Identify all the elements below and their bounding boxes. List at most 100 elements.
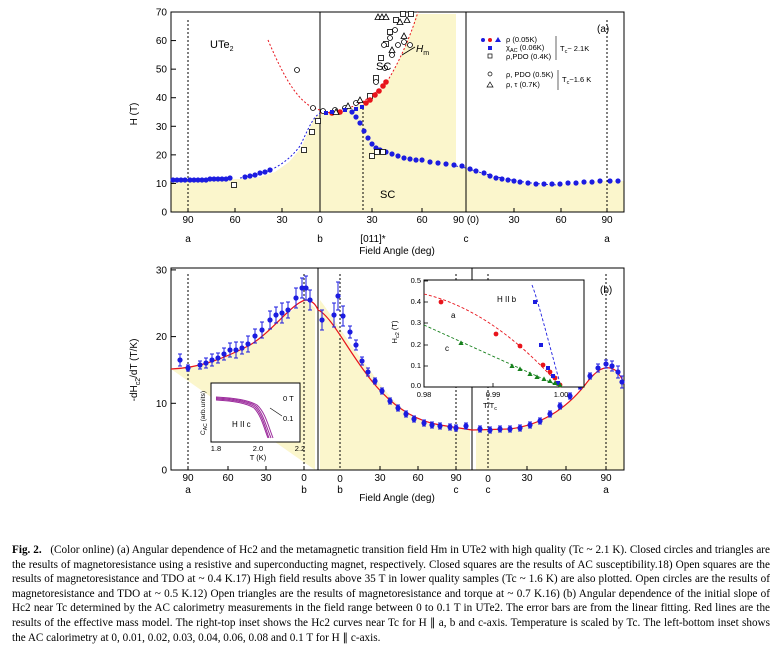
bottom-x-tick-label: 60 <box>222 473 234 484</box>
top-x-special: [011]* <box>360 234 385 245</box>
top-y-tick-label: 60 <box>156 36 168 47</box>
top-point-hc2 <box>511 178 517 184</box>
top-x-tick-label: 30 <box>276 215 288 226</box>
bottom-point <box>395 405 401 411</box>
top-point-hc2 <box>481 170 487 176</box>
top-point-open-square <box>393 17 399 23</box>
bottom-point <box>421 420 427 426</box>
top-point-open-circle <box>310 105 316 111</box>
top-point-hc2 <box>499 176 505 182</box>
bottom-point <box>221 351 227 357</box>
bottom-point <box>365 369 371 375</box>
bottom-point <box>267 317 273 323</box>
hm-pointer <box>401 46 416 56</box>
top-x-tick-label: 90 <box>601 215 613 226</box>
bottom-point <box>477 426 483 432</box>
top-point-hc2 <box>262 169 268 175</box>
top-point-open-square <box>387 29 393 35</box>
svg-text:1.8: 1.8 <box>211 444 221 453</box>
top-point-hc2 <box>493 175 499 181</box>
inset-point-a <box>547 369 553 375</box>
svg-text:b: b <box>301 485 307 496</box>
top-x-tick-label: 0 <box>317 215 323 226</box>
bottom-point <box>252 333 258 339</box>
bottom-point <box>507 426 513 432</box>
svg-text:0.1: 0.1 <box>283 414 293 423</box>
bottom-y-tick-label: 10 <box>156 399 168 410</box>
bottom-point <box>387 398 393 404</box>
bottom-point <box>403 411 409 417</box>
top-y-tick-label: 70 <box>156 8 168 19</box>
top-x-tick-label: 60 <box>229 215 241 226</box>
top-point-hc2 <box>549 181 555 187</box>
bottom-point <box>245 341 251 347</box>
label-sc-upper: SC <box>376 61 391 73</box>
top-point-open-circle <box>401 39 407 45</box>
top-point-hc2 <box>407 156 413 162</box>
inset-point-c <box>509 363 515 368</box>
svg-text:0: 0 <box>337 474 343 485</box>
top-point-hc2 <box>597 178 603 184</box>
top-y-label: H (T) <box>129 103 140 126</box>
inset-point-b <box>539 343 543 347</box>
inset-point-a <box>438 299 444 305</box>
bottom-point <box>340 313 346 319</box>
bottom-point <box>487 427 493 433</box>
top-point-hc2 <box>565 180 571 186</box>
svg-text:0.0: 0.0 <box>411 381 421 390</box>
inset-point-b <box>556 381 560 385</box>
top-x-tick-label: 30 <box>366 215 378 226</box>
svg-text:a: a <box>604 234 610 245</box>
top-point-hc2 <box>219 176 225 182</box>
svg-text:ρ (0.05K): ρ (0.05K) <box>506 35 537 44</box>
top-point-open-circle <box>373 79 379 85</box>
top-y-axis: 0 10 20 30 40 50 60 70 <box>156 8 176 219</box>
bottom-x-label: Field Angle (deg) <box>359 493 435 504</box>
top-point-open-square <box>301 147 307 153</box>
top-point-hc2 <box>182 177 188 183</box>
label-sc-lower: SC <box>380 189 395 201</box>
top-point-chi <box>324 111 328 115</box>
inset-point-b <box>551 374 555 378</box>
top-point-open-square <box>378 55 384 61</box>
top-point-open-triangle <box>332 108 340 115</box>
svg-text:0 T: 0 T <box>283 394 294 403</box>
bottom-y-tick-label: 20 <box>156 332 168 343</box>
top-point-open-triangle <box>388 46 396 53</box>
svg-text:Hc2 (T): Hc2 (T) <box>390 320 401 343</box>
bottom-point <box>319 317 325 323</box>
bottom-point <box>177 357 183 363</box>
top-y-tick-label: 30 <box>156 122 168 133</box>
svg-text:Tc~1.6 K: Tc~1.6 K <box>562 75 591 86</box>
top-legend: ρ (0.05K) χAC (0.06K) ρ,PDO (0.4K) Tc~ 2… <box>481 35 591 90</box>
top-point-hc2 <box>505 177 511 183</box>
top-point-chi <box>330 110 334 114</box>
top-point-hc2 <box>517 179 523 185</box>
top-point-hc2 <box>211 176 217 182</box>
inset-hc2: 0.0 0.1 0.2 0.3 0.4 0.5 0.98 0.99 1.00 T… <box>390 276 585 412</box>
bottom-data-points <box>177 275 625 434</box>
top-frame <box>170 11 625 213</box>
bottom-x-tick-label: 30 <box>521 473 533 484</box>
top-hm-fit-right <box>319 11 419 114</box>
top-x-label: Field Angle (deg) <box>359 246 435 257</box>
svg-text:b: b <box>317 234 323 245</box>
top-point-hc2 <box>227 175 233 181</box>
bottom-x-axis: 90 60 30 0 30 60 90 30 60 90 <box>182 466 612 484</box>
top-x-axis: 90 60 30 0 30 60 90 (0) 30 60 90 <box>182 208 613 226</box>
top-point-hc2 <box>443 161 449 167</box>
top-point-open-circle <box>294 67 300 73</box>
top-point-hc2 <box>581 179 587 185</box>
top-point-hc2 <box>242 174 248 180</box>
inset-calorimetry: 0 T 0.1 H II c CAC (arb.units) 1.8 2.0 2… <box>200 382 305 462</box>
svg-text:a: a <box>603 485 609 496</box>
bottom-x-tick-label: 90 <box>182 473 194 484</box>
top-point-hc2 <box>435 160 441 166</box>
bottom-x-tick-label: 0 <box>301 473 307 484</box>
top-point-hm <box>367 97 373 103</box>
top-point-hc2 <box>413 157 419 163</box>
top-point-open-circle <box>387 35 393 41</box>
top-point-hm <box>383 79 389 85</box>
